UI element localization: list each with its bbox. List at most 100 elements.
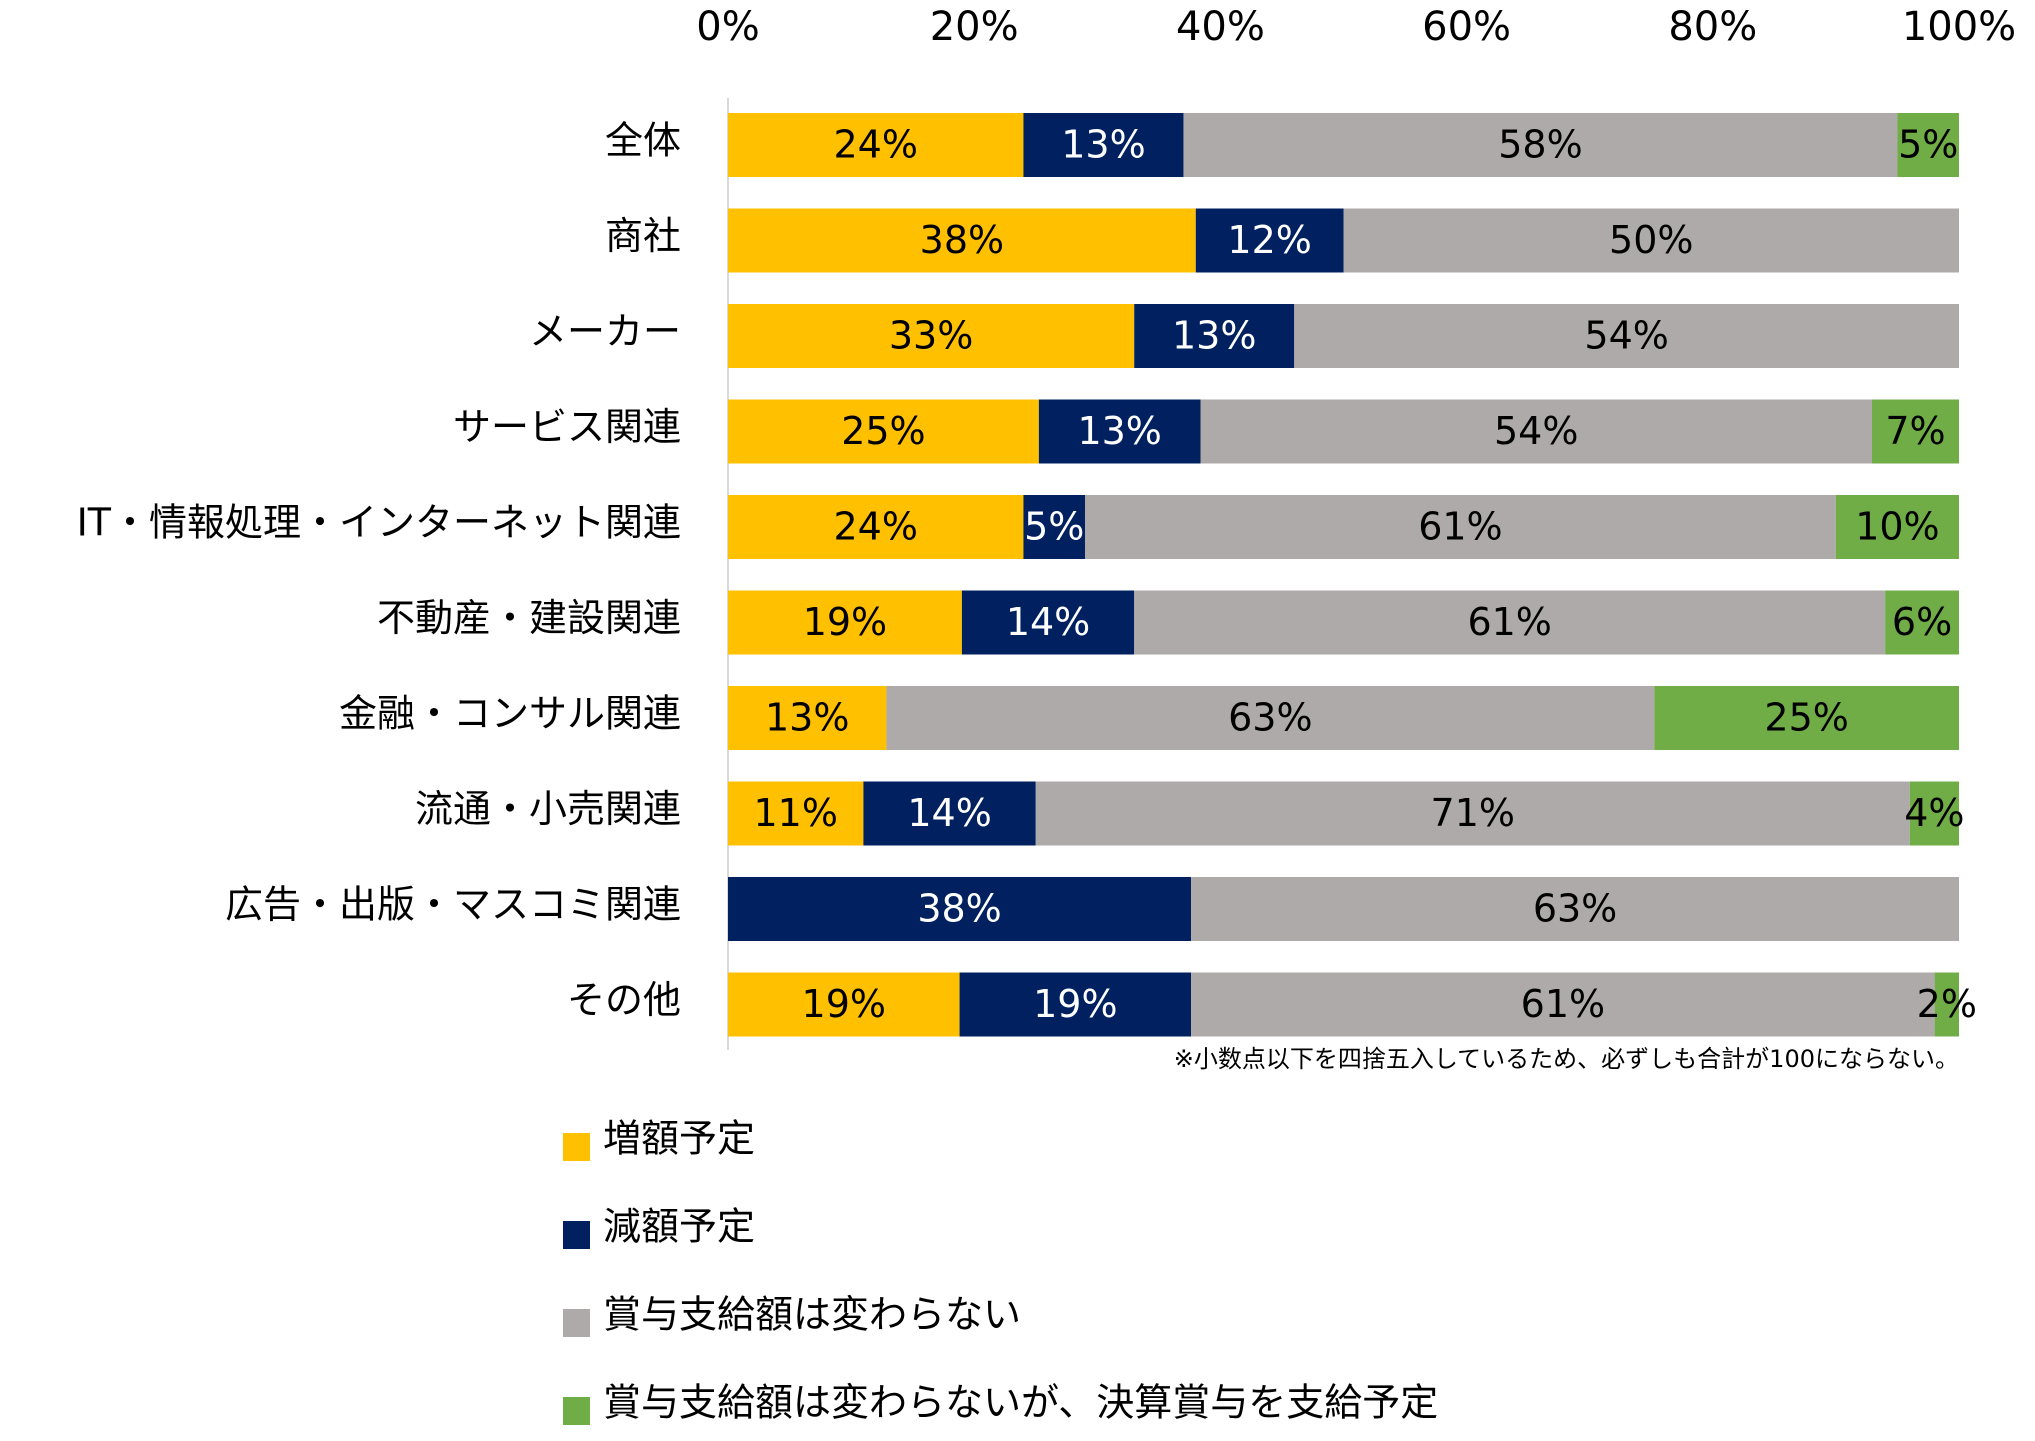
category-label: 金融・コンサル関連 bbox=[339, 692, 681, 736]
bar-segment bbox=[959, 972, 1192, 1037]
data-label: 33% bbox=[889, 314, 973, 358]
data-label: 24% bbox=[833, 505, 917, 549]
bar-segment bbox=[728, 113, 1024, 177]
x-tick-label: 80% bbox=[1668, 4, 1757, 50]
data-label: 7% bbox=[1885, 409, 1945, 453]
footnote: ※小数点以下を四捨五入しているため、必ずしも合計が100にならない。 bbox=[1174, 1045, 1959, 1073]
data-label: 14% bbox=[907, 791, 991, 835]
bar-row: 11% 14% 71% 4% bbox=[728, 781, 1965, 846]
data-label: 13% bbox=[1061, 123, 1145, 167]
bar-segment bbox=[728, 686, 887, 750]
category-label: 商社 bbox=[605, 214, 681, 258]
bar-segment bbox=[1835, 495, 1959, 559]
bar-segment bbox=[1191, 972, 1935, 1037]
x-tick-label: 0% bbox=[696, 4, 759, 50]
data-label: 19% bbox=[802, 982, 886, 1026]
bar-segment bbox=[1909, 781, 1959, 846]
bar-segment bbox=[1294, 304, 1959, 368]
bar-segment bbox=[1200, 399, 1872, 464]
bar-segment bbox=[1134, 304, 1295, 368]
bar-segment bbox=[728, 781, 864, 846]
category-label: 全体 bbox=[605, 119, 681, 163]
bar-row: 19% 14% 61% 6% bbox=[728, 590, 1959, 655]
data-label: 11% bbox=[753, 791, 837, 835]
data-label: 24% bbox=[833, 123, 917, 167]
bar-segment bbox=[1023, 113, 1184, 177]
data-label: 4% bbox=[1904, 791, 1964, 835]
data-label: 19% bbox=[1033, 982, 1117, 1026]
category-label: メーカー bbox=[529, 310, 681, 354]
bar-segment bbox=[728, 877, 1192, 941]
bar-segment bbox=[1038, 399, 1201, 464]
data-label: 58% bbox=[1498, 123, 1582, 167]
data-label: 13% bbox=[765, 696, 849, 740]
legend-label: 賞与支給額は変わらない bbox=[603, 1293, 1021, 1337]
bar-segment bbox=[961, 590, 1135, 655]
legend-swatch bbox=[563, 1397, 590, 1425]
bar-segment bbox=[1134, 590, 1886, 655]
data-label: 12% bbox=[1227, 218, 1311, 262]
category-label: IT・情報処理・インターネット関連 bbox=[77, 501, 681, 545]
bar-segment bbox=[1885, 590, 1959, 655]
bar-row: 38% 12% 50% bbox=[728, 208, 1959, 273]
x-tick-label: 20% bbox=[930, 4, 1019, 50]
data-label: 13% bbox=[1172, 314, 1256, 358]
bars: 24% 13% 58% 5% 38% 12% 50% 33% 13% 54% 25% 13% 54% 7%… bbox=[728, 113, 1977, 1037]
bar-segment bbox=[886, 686, 1655, 750]
data-label: 10% bbox=[1855, 505, 1939, 549]
bar-row: 25% 13% 54% 7% bbox=[728, 399, 1959, 464]
data-label: 63% bbox=[1533, 887, 1617, 931]
legend: 増額予定減額予定賞与支給額は変わらない賞与支給額は変わらないが、決算賞与を支給予… bbox=[563, 1117, 1438, 1425]
data-label: 2% bbox=[1917, 982, 1977, 1026]
legend-swatch bbox=[563, 1309, 590, 1337]
x-tick-label: 60% bbox=[1422, 4, 1511, 50]
data-label: 63% bbox=[1228, 696, 1312, 740]
bar-segment bbox=[1191, 877, 1959, 941]
legend-label: 賞与支給額は変わらないが、決算賞与を支給予定 bbox=[603, 1381, 1438, 1425]
data-label: 38% bbox=[920, 218, 1004, 262]
bar-segment bbox=[1023, 495, 1085, 559]
bar-segment bbox=[1084, 495, 1836, 559]
data-label: 19% bbox=[803, 600, 887, 644]
x-tick-label: 100% bbox=[1902, 4, 2016, 50]
bar-row: 38% 63% bbox=[728, 877, 1959, 941]
data-label: 61% bbox=[1521, 982, 1605, 1026]
data-label: 13% bbox=[1077, 409, 1161, 453]
data-label: 54% bbox=[1494, 409, 1578, 453]
bar-segment bbox=[1195, 208, 1344, 273]
legend-label: 増額予定 bbox=[603, 1117, 755, 1161]
bar-row: 33% 13% 54% bbox=[728, 304, 1959, 368]
data-label: 6% bbox=[1892, 600, 1952, 644]
bar-row: 24% 5% 61% 10% bbox=[728, 495, 1959, 559]
data-label: 5% bbox=[1024, 505, 1084, 549]
bar-segment bbox=[1871, 399, 1959, 464]
category-label: 不動産・建設関連 bbox=[377, 596, 681, 640]
bar-row: 24% 13% 58% 5% bbox=[728, 113, 1959, 177]
bar-segment bbox=[863, 781, 1036, 846]
bar-segment bbox=[1035, 781, 1910, 846]
bar-segment bbox=[1183, 113, 1898, 177]
bar-segment bbox=[1654, 686, 1959, 750]
bar-segment bbox=[728, 590, 962, 655]
category-label: 広告・出版・マスコミ関連 bbox=[225, 883, 681, 927]
bar-row: 13% 63% 25% bbox=[728, 686, 1959, 750]
data-label: 50% bbox=[1609, 218, 1693, 262]
data-label: 25% bbox=[841, 409, 925, 453]
data-label: 14% bbox=[1006, 600, 1090, 644]
bar-segment bbox=[1343, 208, 1959, 273]
bar-segment bbox=[728, 208, 1196, 273]
bar-segment bbox=[1934, 972, 1959, 1037]
data-label: 38% bbox=[917, 887, 1001, 931]
data-label: 61% bbox=[1467, 600, 1551, 644]
bar-row: 19% 19% 61% 2% bbox=[728, 972, 1977, 1037]
data-label: 61% bbox=[1418, 505, 1502, 549]
legend-label: 減額予定 bbox=[603, 1205, 755, 1249]
bar-segment bbox=[728, 495, 1024, 559]
bar-segment bbox=[728, 972, 960, 1037]
x-tick-label: 40% bbox=[1176, 4, 1265, 50]
bar-segment bbox=[1897, 113, 1959, 177]
category-label: その他 bbox=[567, 978, 681, 1022]
bar-segment bbox=[728, 399, 1039, 464]
